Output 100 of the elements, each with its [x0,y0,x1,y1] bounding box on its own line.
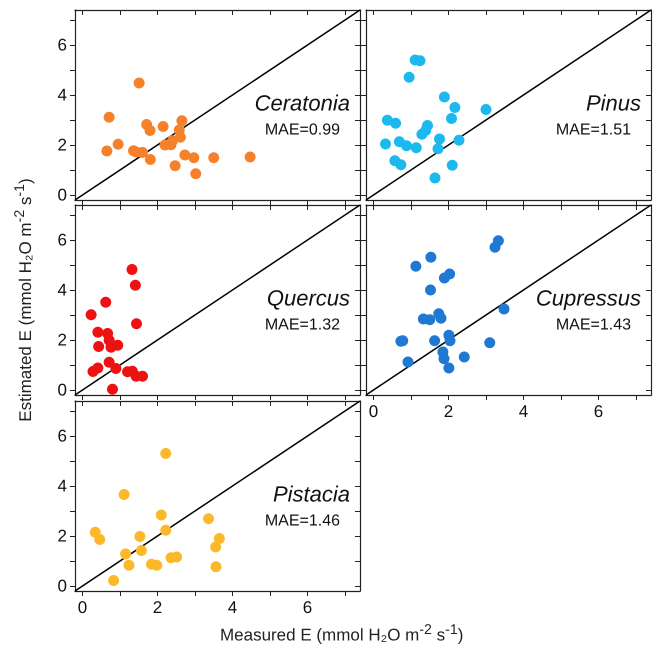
point [134,531,146,542]
point [425,252,436,263]
y-tick-label: 4 [58,476,67,496]
text: Quercus [266,286,350,310]
y-tick-label: 6 [58,426,67,446]
point [101,146,112,156]
x-tick-label: 0 [78,598,88,617]
point [430,172,440,184]
point [131,318,142,330]
y-tick-label: 4 [58,280,67,300]
point [410,142,422,154]
y-tick-label: 2 [58,136,67,154]
point [93,341,104,352]
y-tick-label: 2 [58,330,67,350]
text: Pinus [586,90,642,116]
point [92,362,104,374]
point [390,118,402,129]
point [425,284,436,296]
point [170,160,181,172]
point [404,72,415,83]
point [410,260,422,272]
x-tick-label: 0 [368,402,378,421]
point [402,356,414,368]
point [92,326,104,338]
y-tick-label: 2 [58,526,67,546]
point [203,513,214,524]
annotation: MAE=1.51 [556,122,632,138]
point [136,545,147,556]
point [158,121,169,132]
y-tick-label: 6 [58,36,67,54]
series-label: Cupressus [536,286,641,310]
point [137,147,148,158]
point [160,524,172,536]
point [94,534,106,545]
point [214,533,225,544]
point [210,561,222,572]
annotation: MAE=1.43 [556,316,632,334]
point [480,104,492,115]
point [458,352,470,362]
point [134,78,145,88]
point [144,125,156,136]
point [438,92,450,102]
point [244,152,256,162]
series-label: Ceratonia [254,90,350,116]
point [454,134,464,146]
point [120,548,132,560]
point [434,134,445,144]
point [118,489,130,500]
annotation: MAE=1.32 [264,316,340,334]
point [438,272,450,284]
text: Pistacia [272,482,350,506]
point [436,312,446,324]
point [438,353,450,364]
point [446,160,458,171]
point [110,363,122,374]
point [104,112,115,123]
x-axis-title: Measured E (mmol H₂O m$^{-2}$ s$^{-1}$) [220,622,464,646]
x-tick-label: 6 [302,598,312,617]
point [160,448,172,459]
y-tick-label: 4 [58,86,67,104]
annotation: MAE=0.99 [264,122,340,138]
y-tick-label: 0 [58,576,67,596]
x-tick-label: 4 [518,402,528,421]
point [156,510,167,520]
point [112,138,124,150]
point [210,542,222,552]
point [86,309,97,320]
point [446,113,457,124]
point [208,152,220,164]
point [176,115,188,126]
point [144,154,156,165]
y-tick-label: 0 [58,186,67,204]
x-tick-label: 2 [152,598,162,617]
point [432,143,444,154]
point [449,102,460,113]
point [395,159,406,170]
x-tick-label: 6 [594,402,604,421]
point [443,362,454,374]
point [100,296,112,308]
y-tick-label: 0 [58,380,67,400]
point [104,356,115,368]
point [380,138,391,150]
point [179,150,190,160]
point [188,152,200,164]
point [126,264,138,275]
point [416,128,428,140]
x-tick-label: 2 [444,402,454,421]
x-tick-label: 4 [228,598,238,617]
point [130,280,141,291]
point [498,304,510,314]
point [190,168,202,180]
point [107,384,118,395]
point [490,242,500,253]
point [401,140,412,152]
annotation: MAE=1.46 [264,512,340,530]
point [484,337,496,348]
point [429,335,440,346]
y-tick-label: 6 [58,230,67,250]
point [124,560,134,571]
point [108,575,120,586]
